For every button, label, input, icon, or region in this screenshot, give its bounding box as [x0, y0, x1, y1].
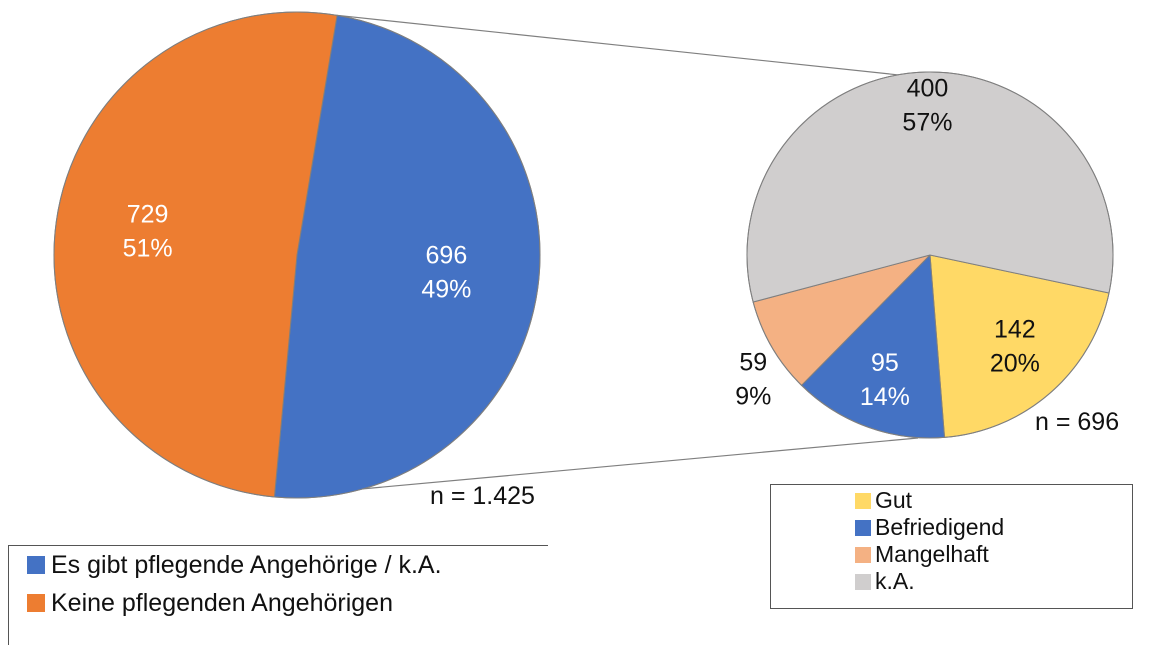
connector-lines [274, 14, 919, 498]
slice-percent-label: 51% [123, 235, 173, 263]
legend-item: k.A. [771, 568, 1132, 595]
legend-label: Es gibt pflegende Angehörige / k.A. [51, 550, 442, 579]
slice-percent-label: 20% [990, 349, 1040, 377]
pie-outline [746, 71, 1114, 439]
legend-item: Keine pflegenden Angehörigen [9, 584, 548, 622]
breakdown-pie-n-label: n = 696 [1035, 408, 1120, 436]
legend-label: k.A. [875, 568, 915, 594]
legend-item: Es gibt pflegende Angehörige / k.A. [9, 546, 548, 584]
slice-value-label: 400 [907, 74, 949, 102]
main-pie: 696 49% 729 51% [53, 11, 541, 499]
connector-line-bottom [274, 437, 919, 498]
breakdown-pie-legend: Gut Befriedigend Mangelhaft k.A. [770, 484, 1133, 609]
legend-swatch [855, 573, 871, 590]
legend-swatch [855, 519, 871, 536]
legend-swatch [27, 594, 45, 612]
slice-value-label: 729 [127, 201, 169, 229]
main-pie-legend: Es gibt pflegende Angehörige / k.A. Kein… [8, 545, 548, 645]
legend-label: Mangelhaft [875, 541, 989, 567]
legend-swatch [855, 546, 871, 563]
slice-percent-label: 57% [902, 108, 952, 136]
connector-line-top [337, 14, 919, 78]
legend-label: Gut [875, 487, 913, 513]
slice-percent-label: 14% [860, 383, 910, 411]
pie-outline [53, 11, 541, 499]
slice-value-label: 696 [426, 241, 468, 269]
legend-label: Befriedigend [875, 514, 1005, 540]
slice-value-label: 59 [739, 348, 767, 376]
slice-percent-label: 9% [735, 382, 771, 410]
legend-swatch [27, 556, 45, 574]
slice-value-label: 142 [994, 315, 1036, 343]
legend-item: Gut [771, 487, 1132, 514]
main-pie-n-label: n = 1.425 [430, 482, 535, 510]
legend-swatch [855, 492, 871, 509]
legend-item: Mangelhaft [771, 541, 1132, 568]
legend-label: Keine pflegenden Angehörigen [51, 588, 393, 617]
slice-percent-label: 49% [421, 275, 471, 303]
slice-value-label: 95 [871, 349, 899, 377]
pie-of-pie-chart: 696 49% 729 51% 142 20% 95 14% 59 9% 400 57% [53, 11, 1114, 499]
legend-item: Befriedigend [771, 514, 1132, 541]
breakdown-pie: 142 20% 95 14% 59 9% 400 57% [735, 71, 1114, 439]
